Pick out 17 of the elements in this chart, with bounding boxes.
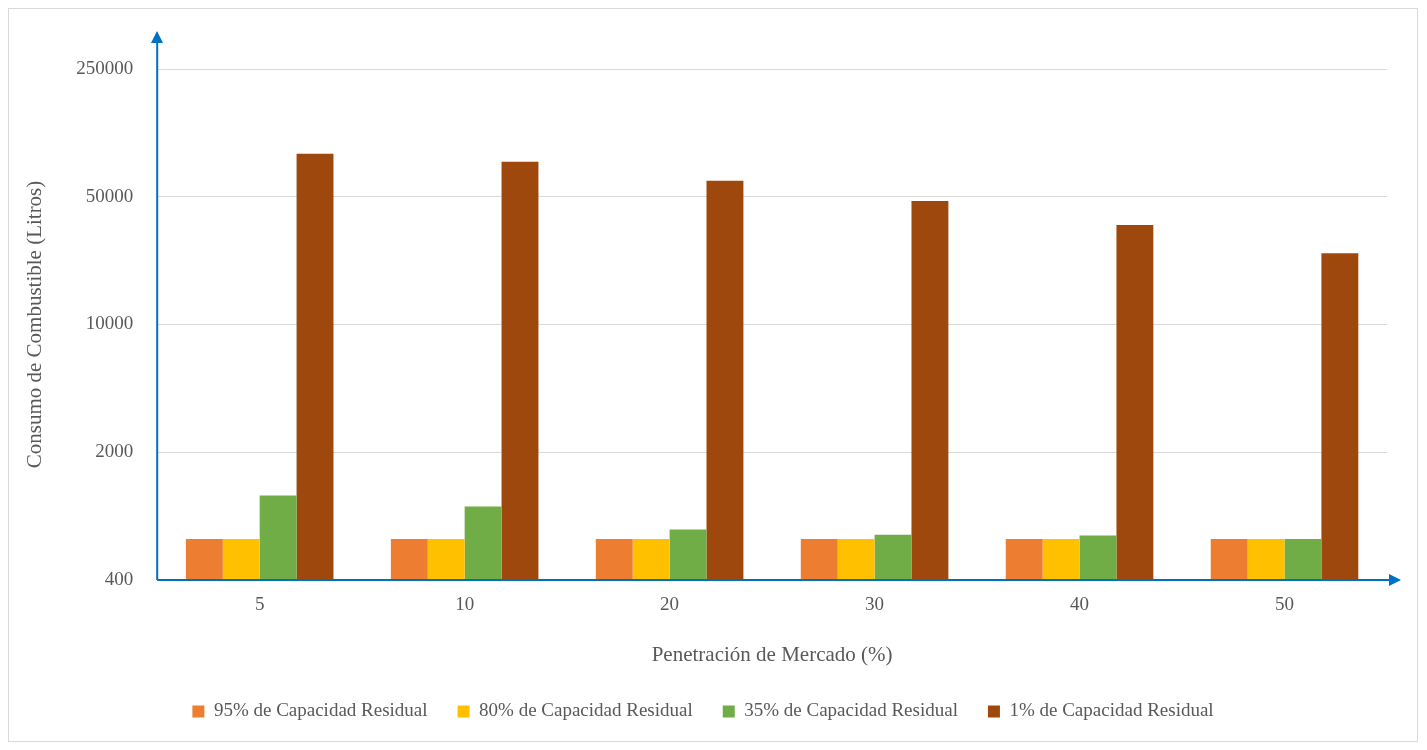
y-tick-label: 10000 bbox=[85, 312, 134, 334]
x-tick-label: 10 bbox=[455, 593, 475, 615]
x-axis-title: Penetración de Mercado (%) bbox=[651, 641, 893, 666]
legend-label: 80% de Capacidad Residual bbox=[479, 699, 693, 721]
x-tick-label: 30 bbox=[865, 593, 885, 615]
x-tick-label: 5 bbox=[254, 593, 265, 615]
x-tick-label: 20 bbox=[660, 593, 680, 615]
x-tick-label: 40 bbox=[1070, 593, 1090, 615]
y-tick-label: 50000 bbox=[85, 184, 134, 206]
y-axis-title: Consumo de Combustible (Litros) bbox=[22, 180, 47, 469]
legend-label: 35% de Capacidad Residual bbox=[744, 699, 958, 721]
legend-label: 1% de Capacidad Residual bbox=[1009, 699, 1214, 721]
y-tick-label: 400 bbox=[104, 567, 134, 589]
y-tick-label: 2000 bbox=[95, 440, 134, 462]
y-tick-label: 250000 bbox=[76, 56, 134, 78]
legend-label: 95% de Capacidad Residual bbox=[213, 699, 428, 721]
x-tick-label: 50 bbox=[1275, 593, 1295, 615]
